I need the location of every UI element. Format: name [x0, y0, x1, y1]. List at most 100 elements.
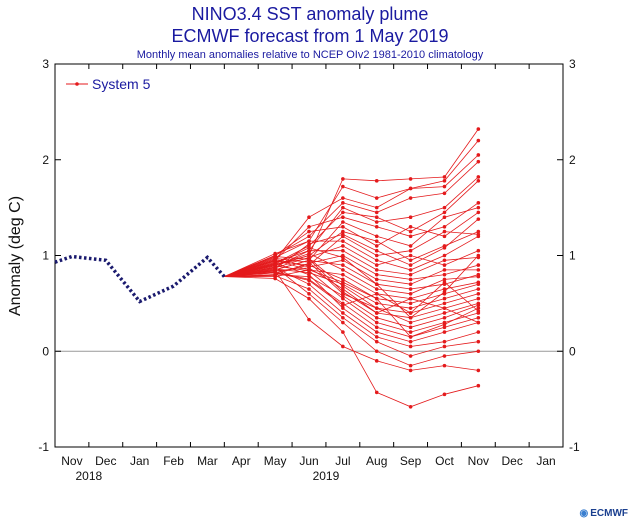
- forecast-member-point: [307, 296, 311, 301]
- forecast-member-point: [341, 284, 345, 288]
- forecast-member-point: [442, 215, 447, 219]
- forecast-member-point: [408, 325, 413, 330]
- forecast-member-point: [408, 292, 413, 296]
- forecast-member-point: [341, 232, 345, 237]
- forecast-member-point: [307, 263, 311, 267]
- forecast-member-point: [374, 263, 379, 267]
- forecast-member-point: [408, 258, 413, 263]
- forecast-member-point: [374, 315, 379, 320]
- forecast-member-line: [224, 259, 479, 290]
- forecast-member-point: [408, 368, 413, 373]
- forecast-member-point: [341, 201, 345, 205]
- forecast-member-point: [476, 229, 481, 234]
- forecast-member-point: [374, 215, 379, 219]
- forecast-member-point: [442, 301, 447, 306]
- forecast-member-point: [374, 339, 379, 344]
- forecast-member-point: [408, 354, 413, 358]
- forecast-member-line: [224, 161, 479, 277]
- forecast-member-point: [442, 263, 447, 267]
- forecast-member-point: [442, 277, 447, 282]
- forecast-member-line: [224, 235, 479, 277]
- forecast-member-point: [476, 159, 481, 164]
- forecast-member-point: [341, 220, 345, 224]
- forecast-member-point: [374, 205, 379, 210]
- forecast-member-point: [442, 184, 447, 189]
- year-label: 2019: [313, 469, 340, 483]
- y-tick-label-right: 2: [569, 153, 576, 167]
- forecast-member-point: [476, 383, 481, 388]
- y-axis-label: Anomaly (deg C): [7, 196, 24, 316]
- forecast-member-point: [476, 330, 481, 334]
- forecast-member-point: [374, 268, 379, 272]
- forecast-member-point: [408, 335, 413, 339]
- forecast-member-point: [408, 296, 413, 301]
- forecast-member-point: [442, 234, 447, 239]
- forecast-member-point: [374, 224, 379, 229]
- forecast-member-point: [307, 287, 311, 291]
- forecast-member-point: [374, 325, 379, 330]
- forecast-member-point: [374, 210, 379, 215]
- forecast-member-point: [341, 303, 345, 308]
- forecast-member-point: [476, 282, 481, 287]
- forecast-member-point: [374, 179, 379, 183]
- forecast-member-point: [307, 257, 311, 262]
- forecast-member-line: [224, 275, 479, 357]
- forecast-member-point: [341, 215, 345, 219]
- x-tick-label: Mar: [197, 454, 218, 468]
- forecast-member-point: [476, 368, 481, 373]
- forecast-member-point: [408, 244, 413, 248]
- forecast-member-point: [341, 196, 345, 200]
- forecast-member-point: [442, 272, 447, 277]
- forecast-member-point: [408, 215, 413, 219]
- x-tick-label: May: [264, 454, 287, 468]
- chart-title: NINO3.4 SST anomaly plume: [192, 4, 429, 24]
- forecast-member-point: [273, 270, 277, 275]
- forecast-member-point: [374, 349, 379, 354]
- forecast-member-point: [442, 246, 447, 250]
- forecast-member-point: [341, 277, 345, 282]
- forecast-member-line: [224, 267, 479, 347]
- forecast-member-point: [374, 306, 379, 310]
- forecast-member-point: [476, 274, 481, 279]
- x-tick-label: Nov: [61, 454, 82, 468]
- forecast-member-line: [224, 259, 479, 338]
- forecast-member-point: [307, 229, 311, 234]
- forecast-member-point: [442, 322, 447, 327]
- forecast-member-point: [341, 290, 345, 294]
- y-tick-label-right: -1: [569, 440, 580, 454]
- forecast-member-point: [307, 272, 311, 277]
- y-tick-label-left: 1: [42, 249, 49, 263]
- x-tick-label: Jul: [335, 454, 350, 468]
- forecast-member-point: [374, 292, 379, 296]
- forecast-member-point: [341, 263, 345, 267]
- forecast-member-point: [476, 153, 481, 157]
- forecast-member-point: [408, 186, 413, 191]
- forecast-member-point: [341, 272, 345, 277]
- forecast-member-point: [307, 260, 311, 265]
- ecmwf-logo-text: ECMWF: [590, 508, 628, 519]
- forecast-member-point: [408, 277, 413, 282]
- forecast-member-point: [341, 268, 345, 272]
- forecast-member-point: [476, 296, 481, 301]
- forecast-member-point: [442, 205, 447, 210]
- legend-point-marker: [75, 82, 79, 86]
- forecast-member-point: [442, 354, 447, 358]
- x-tick-label: Jan: [536, 454, 555, 468]
- forecast-member-point: [408, 229, 413, 234]
- ecmwf-logo: ◉ ECMWF: [579, 508, 628, 519]
- forecast-member-line: [224, 247, 479, 319]
- forecast-member-point: [476, 287, 481, 291]
- forecast-member-line: [224, 270, 479, 371]
- forecast-member-point: [374, 287, 379, 291]
- x-tick-label: Aug: [366, 454, 387, 468]
- forecast-member-point: [408, 320, 413, 325]
- forecast-member-point: [341, 287, 345, 291]
- forecast-member-point: [374, 359, 379, 363]
- forecast-member-point: [408, 311, 413, 315]
- forecast-member-point: [273, 267, 277, 271]
- forecast-member-point: [408, 224, 413, 229]
- forecast-member-point: [341, 210, 345, 215]
- forecast-member-point: [442, 363, 447, 368]
- ecmwf-logo-icon: ◉: [579, 508, 589, 519]
- forecast-member-line: [224, 268, 479, 309]
